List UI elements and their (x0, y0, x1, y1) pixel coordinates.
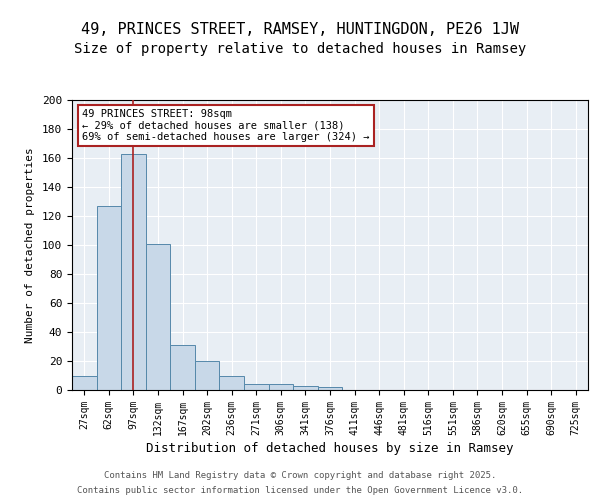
Text: 49 PRINCES STREET: 98sqm
← 29% of detached houses are smaller (138)
69% of semi-: 49 PRINCES STREET: 98sqm ← 29% of detach… (82, 108, 370, 142)
X-axis label: Distribution of detached houses by size in Ramsey: Distribution of detached houses by size … (146, 442, 514, 455)
Bar (195, 361, 220, 390)
Bar (269, 384, 293, 390)
Bar (121, 154, 146, 390)
Text: Size of property relative to detached houses in Ramsey: Size of property relative to detached ho… (74, 42, 526, 56)
Bar (170, 345, 195, 390)
Bar (318, 387, 342, 390)
Text: 49, PRINCES STREET, RAMSEY, HUNTINGDON, PE26 1JW: 49, PRINCES STREET, RAMSEY, HUNTINGDON, … (81, 22, 519, 38)
Bar (293, 386, 318, 390)
Bar (244, 384, 269, 390)
Y-axis label: Number of detached properties: Number of detached properties (25, 147, 35, 343)
Bar (146, 244, 170, 390)
Bar (97, 206, 121, 390)
Text: Contains HM Land Registry data © Crown copyright and database right 2025.: Contains HM Land Registry data © Crown c… (104, 471, 496, 480)
Bar (220, 376, 244, 390)
Text: Contains public sector information licensed under the Open Government Licence v3: Contains public sector information licen… (77, 486, 523, 495)
Bar (72, 376, 97, 390)
